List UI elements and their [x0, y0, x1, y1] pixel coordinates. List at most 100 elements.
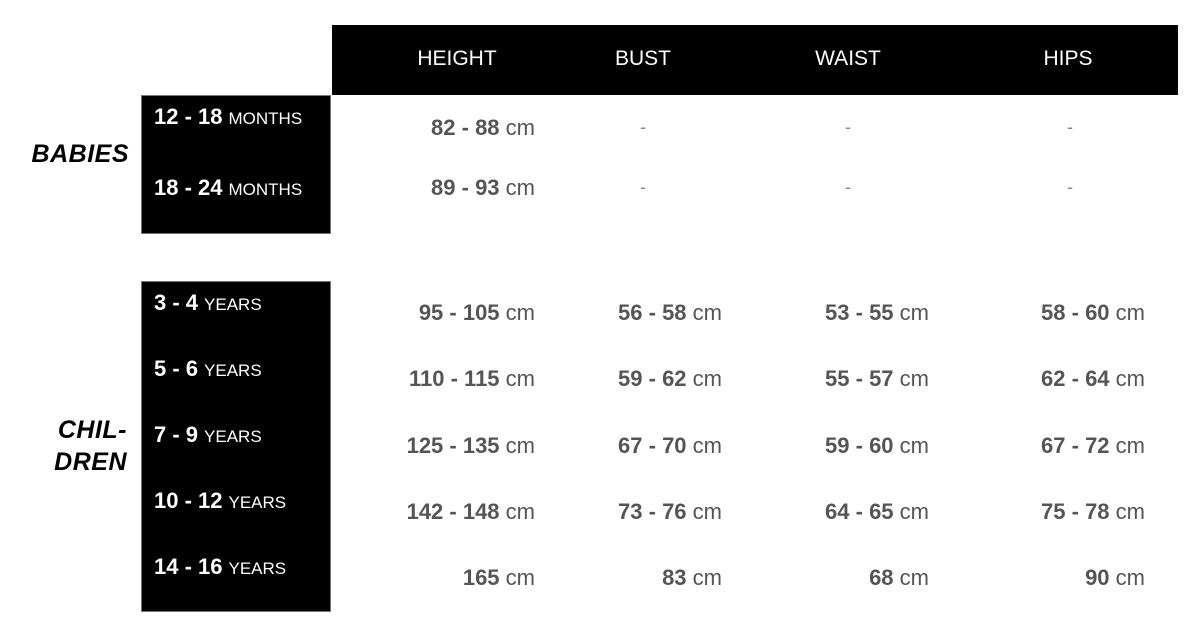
group-label-line: CHIL-	[57, 416, 127, 444]
babies-size-column	[141, 95, 331, 234]
value-unit: cm	[692, 565, 722, 590]
empty-value: -	[640, 117, 646, 137]
size-label: 10 - 12 YEARS	[154, 488, 286, 514]
value-unit: cm	[505, 175, 535, 200]
group-label-babies: BABIES	[31, 140, 129, 168]
value-unit: cm	[505, 433, 535, 458]
size-unit: YEARS	[204, 427, 262, 446]
column-header-bust: BUST	[614, 47, 672, 70]
value-number: 67 - 70	[618, 433, 687, 458]
column-header-height: HEIGHT	[417, 47, 497, 70]
value-unit: cm	[1115, 366, 1145, 391]
measurement-value: 62 - 64 cm	[1041, 366, 1145, 392]
children-size-column	[141, 281, 331, 612]
value-unit: cm	[505, 115, 535, 140]
size-label: 3 - 4 YEARS	[154, 290, 262, 316]
empty-value: -	[845, 177, 851, 197]
value-unit: cm	[692, 499, 722, 524]
value-number: 75 - 78	[1041, 499, 1110, 524]
value-unit: cm	[1115, 300, 1145, 325]
value-number: 82 - 88	[431, 115, 500, 140]
column-header-waist: WAIST	[815, 47, 881, 70]
size-unit: YEARS	[228, 559, 287, 578]
value-number: 68	[869, 565, 894, 590]
empty-value: -	[1067, 177, 1073, 197]
value-unit: cm	[505, 565, 535, 590]
value-number: 90	[1085, 565, 1110, 590]
measurement-value: 82 - 88 cm	[431, 115, 535, 141]
measurement-value: 90 cm	[1085, 565, 1145, 591]
size-unit: MONTHS	[228, 180, 303, 199]
size-unit: YEARS	[228, 493, 287, 512]
value-number: 59 - 62	[618, 366, 687, 391]
measurement-value: 75 - 78 cm	[1041, 499, 1145, 525]
value-unit: cm	[899, 499, 929, 524]
value-unit: cm	[1115, 565, 1145, 590]
value-unit: cm	[899, 565, 929, 590]
value-unit: cm	[505, 366, 535, 391]
value-number: 89 - 93	[431, 175, 500, 200]
value-unit: cm	[899, 300, 929, 325]
measurement-value: 59 - 60 cm	[825, 433, 929, 459]
measurement-value: 165 cm	[463, 565, 535, 591]
measurement-value: 83 cm	[662, 565, 722, 591]
value-number: 56 - 58	[618, 300, 687, 325]
value-unit: cm	[899, 366, 929, 391]
size-label: 12 - 18 MONTHS	[154, 104, 302, 130]
value-number: 62 - 64	[1041, 366, 1110, 391]
value-number: 110 - 115	[409, 366, 500, 391]
size-unit: YEARS	[204, 295, 262, 314]
size-range: 7 - 9	[154, 422, 199, 447]
size-label: 18 - 24 MONTHS	[154, 175, 302, 201]
table-header: HEIGHT BUST WAIST HIPS	[332, 25, 1178, 95]
value-number: 64 - 65	[825, 499, 894, 524]
size-range: 3 - 4	[154, 290, 199, 315]
measurement-value: 110 - 115 cm	[409, 366, 535, 392]
column-header-hips: HIPS	[1043, 47, 1093, 70]
value-unit: cm	[692, 366, 722, 391]
size-unit: YEARS	[204, 361, 262, 380]
measurement-value: 68 cm	[869, 565, 929, 591]
value-unit: cm	[692, 300, 722, 325]
value-unit: cm	[505, 300, 535, 325]
size-range: 18 - 24	[154, 175, 223, 200]
value-number: 53 - 55	[825, 300, 894, 325]
measurement-value: 56 - 58 cm	[618, 300, 722, 326]
size-label: 5 - 6 YEARS	[154, 356, 262, 382]
measurement-value: 55 - 57 cm	[825, 366, 929, 392]
measurement-value: 125 - 135 cm	[407, 433, 535, 459]
value-number: 95 - 105	[418, 300, 500, 325]
value-number: 165	[462, 565, 500, 590]
value-unit: cm	[1115, 499, 1145, 524]
value-unit: cm	[692, 433, 722, 458]
measurement-value: 59 - 62 cm	[618, 366, 722, 392]
value-number: 58 - 60	[1041, 300, 1110, 325]
empty-value: -	[640, 177, 646, 197]
size-range: 14 - 16	[154, 554, 223, 579]
measurement-value: 89 - 93 cm	[431, 175, 535, 201]
empty-value: -	[845, 117, 851, 137]
measurement-value: 58 - 60 cm	[1041, 300, 1145, 326]
group-label-children: CHIL- DREN	[14, 414, 127, 478]
measurement-value: 64 - 65 cm	[825, 499, 929, 525]
measurement-value: 73 - 76 cm	[618, 499, 722, 525]
value-number: 125 - 135	[406, 433, 500, 458]
value-unit: cm	[505, 499, 535, 524]
value-number: 142 - 148	[406, 499, 500, 524]
value-number: 83	[662, 565, 687, 590]
value-number: 73 - 76	[618, 499, 687, 524]
group-label-line: DREN	[54, 448, 127, 476]
measurement-value: 142 - 148 cm	[407, 499, 535, 525]
empty-value: -	[1067, 117, 1073, 137]
value-number: 59 - 60	[825, 433, 894, 458]
measurement-value: 67 - 70 cm	[618, 433, 722, 459]
value-unit: cm	[1115, 433, 1145, 458]
value-number: 55 - 57	[825, 366, 894, 391]
size-range: 10 - 12	[154, 488, 223, 513]
value-number: 67 - 72	[1041, 433, 1110, 458]
size-range: 12 - 18	[154, 104, 223, 129]
measurement-value: 95 - 105 cm	[419, 300, 535, 326]
size-label: 7 - 9 YEARS	[154, 422, 262, 448]
size-unit: MONTHS	[228, 109, 303, 128]
measurement-value: 53 - 55 cm	[825, 300, 929, 326]
